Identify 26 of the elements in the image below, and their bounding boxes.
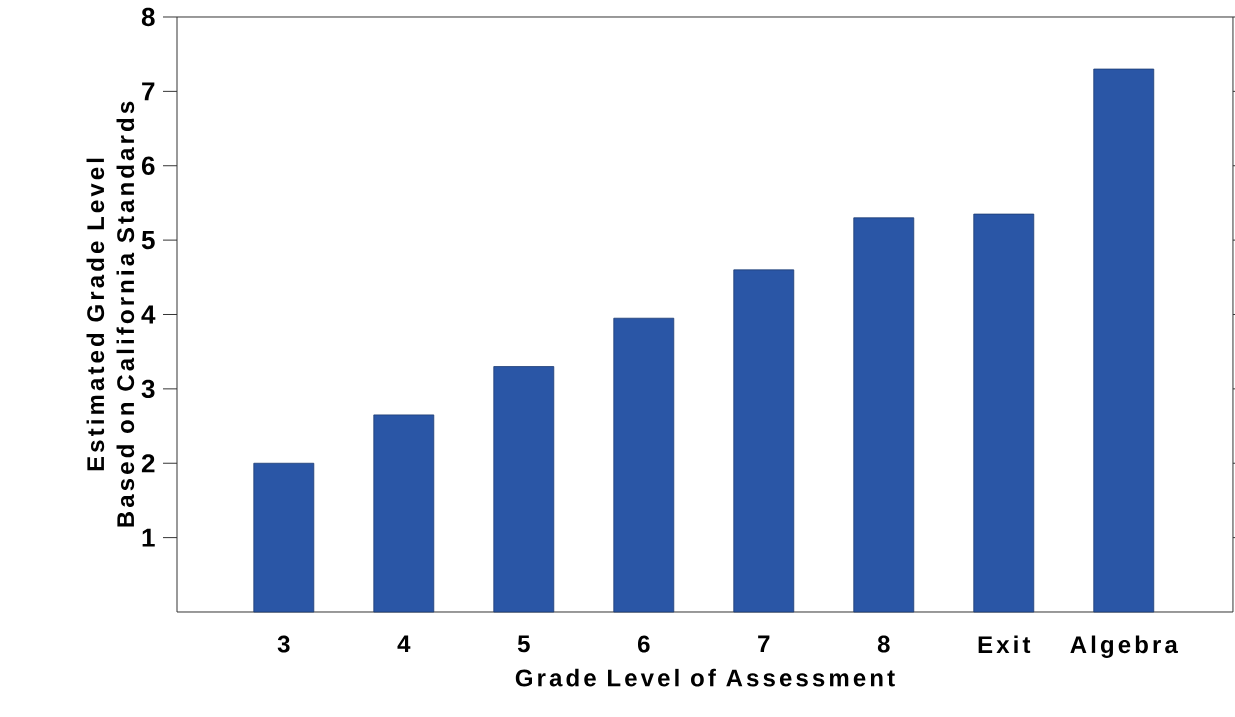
- bar: [1093, 68, 1155, 613]
- bar: [493, 366, 555, 613]
- bar: [853, 217, 915, 613]
- y-tick-label: 8: [141, 7, 155, 27]
- bar: [253, 462, 315, 613]
- bar: [373, 414, 435, 613]
- y-tick-label: 5: [141, 231, 155, 250]
- x-tick-label: 8: [877, 635, 890, 653]
- x-tick-label: 3: [277, 635, 290, 653]
- x-tick-label: 6: [637, 635, 650, 653]
- x-axis-title: Grade Level of Assessment: [515, 668, 895, 687]
- x-tick-label: 7: [758, 635, 770, 653]
- y-tick-label: 2: [141, 454, 155, 473]
- x-tick-label: 5: [517, 635, 530, 653]
- y-tick-label: 7: [142, 82, 155, 101]
- x-tick-label: 4: [397, 635, 411, 653]
- x-tick-label: Exit: [978, 635, 1031, 654]
- y-tick-label: 3: [141, 379, 155, 399]
- bar: [733, 269, 795, 613]
- bar: [613, 317, 675, 613]
- y-tick-label: 4: [141, 305, 156, 324]
- x-tick-label: Algebra: [1070, 635, 1178, 658]
- y-tick-label: 1: [142, 528, 155, 547]
- bar: [973, 213, 1035, 613]
- y-axis-title: Estimated Grade Level Based on California Standards: [86, 101, 135, 527]
- y-tick-label: 6: [141, 156, 155, 175]
